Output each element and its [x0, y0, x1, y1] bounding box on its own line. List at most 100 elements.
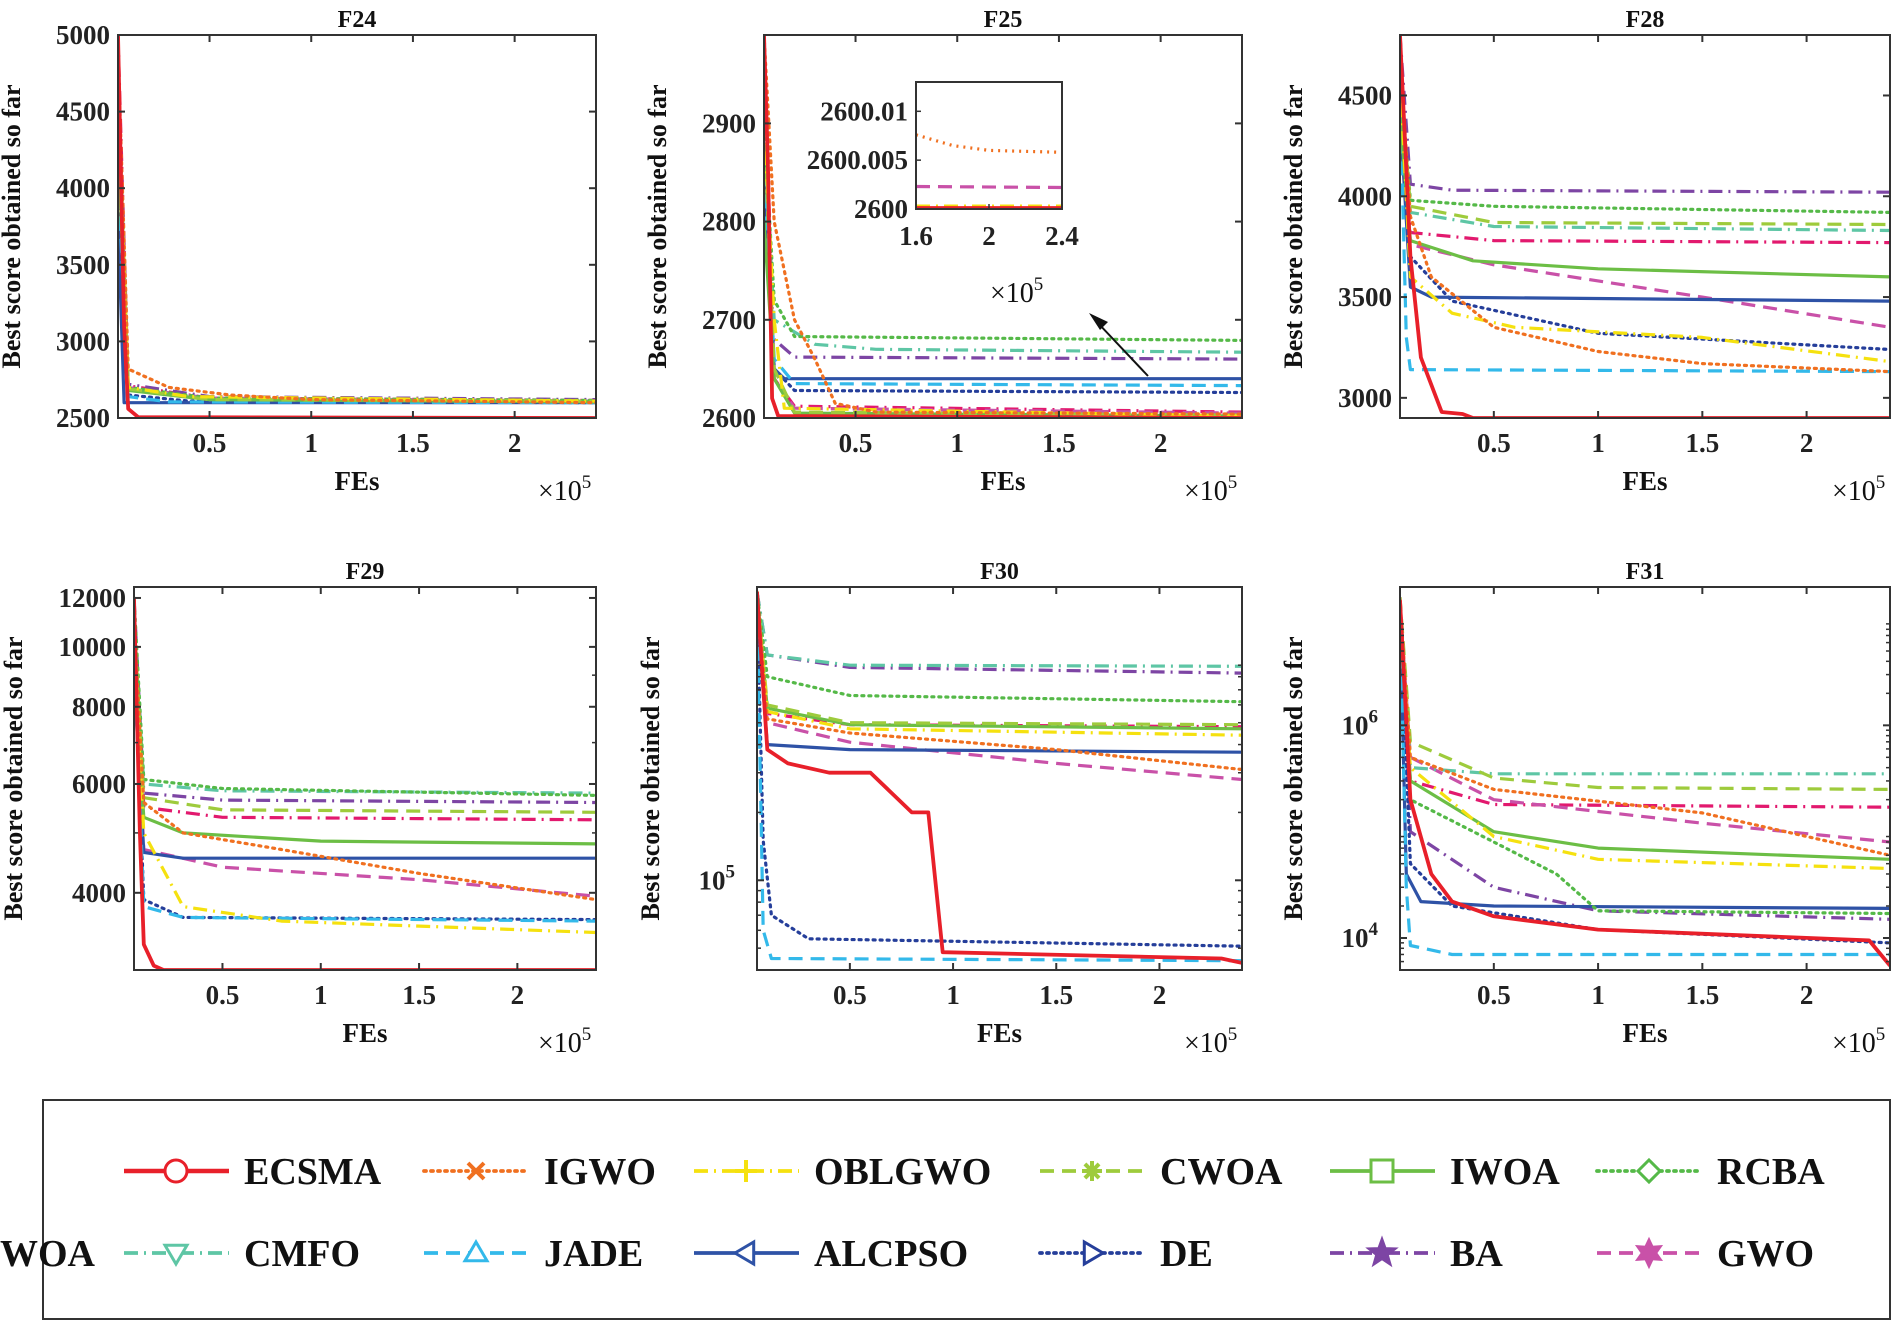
legend-item-cmfo: CMFO [124, 1233, 360, 1275]
legend-label: BA [1450, 1233, 1503, 1275]
series-line-gwo [757, 597, 1242, 782]
legend-item-ecsma: ECSMA [124, 1151, 382, 1193]
inset-x-tick-label: 2.4 [1045, 221, 1079, 251]
x-axis-label: FEs [980, 466, 1025, 496]
series-line-rcba [764, 121, 1242, 342]
plot-area [1400, 35, 1890, 418]
x-axis-multiplier-exponent: 5 [1228, 1024, 1238, 1045]
legend-label: OBLGWO [814, 1151, 991, 1193]
chart-panel-f25: 0.5 1 1.5 2 2600 2700 2800 2900 F25 FEs ×105 Best s… [643, 7, 1243, 507]
legend-label: ALCPSO [814, 1233, 968, 1275]
x-tick-label: 1.5 [396, 428, 430, 458]
inset-y-tick-label: 2600.005 [807, 145, 908, 175]
x-tick-label: 1 [950, 428, 964, 458]
legend-marker-triangle-left [732, 1239, 756, 1267]
legend-label: JADE [544, 1233, 643, 1275]
y-axis-label: Best score obtained so far [0, 636, 28, 920]
legend: ECSMA IGWO OBLGWO CWOA IWOA RCBA CMFO JADE ALCPS… [0, 1099, 1891, 1320]
axes-frame [1399, 34, 1891, 419]
chart-panel-f31: 0.5 1 1.5 2 104 106 F31 FEs ×105 Best score obtai… [1279, 559, 1891, 1059]
y-tick-exponent: 4 [1369, 919, 1379, 940]
series-line-rcba [1400, 598, 1890, 916]
y-tick-label: 2800 [702, 207, 756, 237]
x-axis-multiplier: ×105 [538, 472, 591, 507]
x-axis-label: FEs [342, 1018, 387, 1048]
x-tick-label: 1 [314, 980, 328, 1010]
legend-item-jade: JADE [424, 1233, 643, 1275]
series-line-ecsma [764, 35, 1242, 418]
x-axis-multiplier-exponent: 5 [1228, 472, 1238, 493]
legend-item-cwoa: CWOA [1040, 1151, 1283, 1193]
plot-area [118, 35, 596, 418]
series-line-ecsma [134, 597, 596, 970]
chart-title: F25 [984, 7, 1023, 33]
x-tick-label: 2 [508, 428, 522, 458]
chart-panels: 0.5 1 1.5 2 2500 3000 3500 4000 4500 5000 F24 FEs ×1… [0, 7, 1891, 1059]
y-tick-label: 4500 [56, 97, 110, 127]
inset-y-tick-label: 2600 [854, 194, 908, 224]
x-axis-label: FEs [1622, 466, 1667, 496]
x-tick-label: 1 [1591, 428, 1605, 458]
plot-area [757, 587, 1242, 970]
series-line-jade [1400, 95, 1890, 374]
x-axis-label: FEs [334, 466, 379, 496]
chart-title: F31 [1626, 559, 1665, 585]
x-tick-label: 0.5 [1477, 980, 1511, 1010]
series-line-woa [1400, 35, 1890, 245]
legend-label: GWO [1717, 1233, 1814, 1275]
y-tick-label: 105 [699, 861, 736, 895]
series-line-rcba [757, 590, 1242, 704]
axes-frame [756, 586, 1243, 971]
y-tick-label: 2500 [56, 403, 110, 433]
chart-title: F29 [346, 559, 385, 585]
y-tick-label: 5000 [56, 20, 110, 50]
series-line-cmfo [757, 591, 1242, 668]
x-axis-multiplier-exponent: 5 [1876, 1024, 1886, 1045]
chart-panel-f29: 0.5 1 1.5 2 4000 6000 8000 10000 12000 F29 FEs ×105… [0, 559, 597, 1059]
legend-label: WOA [0, 1233, 96, 1275]
legend-marker-square [1369, 1158, 1395, 1184]
x-axis-multiplier: ×105 [538, 1024, 591, 1059]
axes-frame [1399, 586, 1891, 971]
legend-marker-diamond [1635, 1157, 1663, 1185]
y-axis-label: Best score obtained so far [643, 84, 672, 368]
legend-label: CMFO [244, 1233, 360, 1275]
legend-marker-triangle-down [162, 1243, 190, 1267]
y-axis-label: Best score obtained so far [636, 636, 665, 920]
series-line-gwo [1400, 603, 1890, 844]
inset-x-tick-label: 1.6 [899, 221, 933, 251]
series-line-igwo [134, 619, 596, 902]
chart-title: F24 [338, 7, 377, 33]
legend-item-gwo: GWO [1597, 1233, 1814, 1275]
legend-item-woa: WOA [0, 1233, 96, 1275]
legend-marker-triangle-up [462, 1239, 490, 1263]
legend-label: IGWO [544, 1151, 656, 1193]
series-line-ecsma [757, 591, 1242, 965]
y-tick-label: 2900 [702, 108, 756, 138]
y-tick-label: 3500 [56, 250, 110, 280]
x-tick-label: 1.5 [1685, 428, 1719, 458]
x-tick-label: 0.5 [839, 428, 873, 458]
chart-panel-f24: 0.5 1 1.5 2 2500 3000 3500 4000 4500 5000 F24 FEs ×1… [0, 7, 597, 507]
series-group [134, 596, 596, 970]
x-tick-label: 2 [1800, 980, 1814, 1010]
x-axis-multiplier: ×105 [1184, 472, 1237, 507]
legend-label: IWOA [1450, 1151, 1560, 1193]
legend-label: RCBA [1717, 1151, 1825, 1193]
y-tick-label: 4500 [1338, 80, 1392, 110]
series-group [1400, 35, 1890, 418]
axes-frame [763, 34, 1243, 419]
y-tick-label: 4000 [72, 878, 126, 908]
series-line-cmfo [1400, 603, 1890, 776]
y-tick-label: 3500 [1338, 282, 1392, 312]
inset-arrow [1089, 313, 1149, 377]
series-line-igwo [764, 35, 1242, 416]
legend-marker-pentagram [1365, 1235, 1399, 1268]
series-line-igwo [118, 48, 596, 405]
x-axis-multiplier: ×105 [1184, 1024, 1237, 1059]
y-tick-label: 3000 [56, 326, 110, 356]
inset-x-tick-label: 2 [982, 221, 996, 251]
x-tick-label: 2 [1153, 980, 1167, 1010]
y-tick-label: 8000 [72, 692, 126, 722]
y-tick-exponent: 5 [726, 861, 736, 882]
